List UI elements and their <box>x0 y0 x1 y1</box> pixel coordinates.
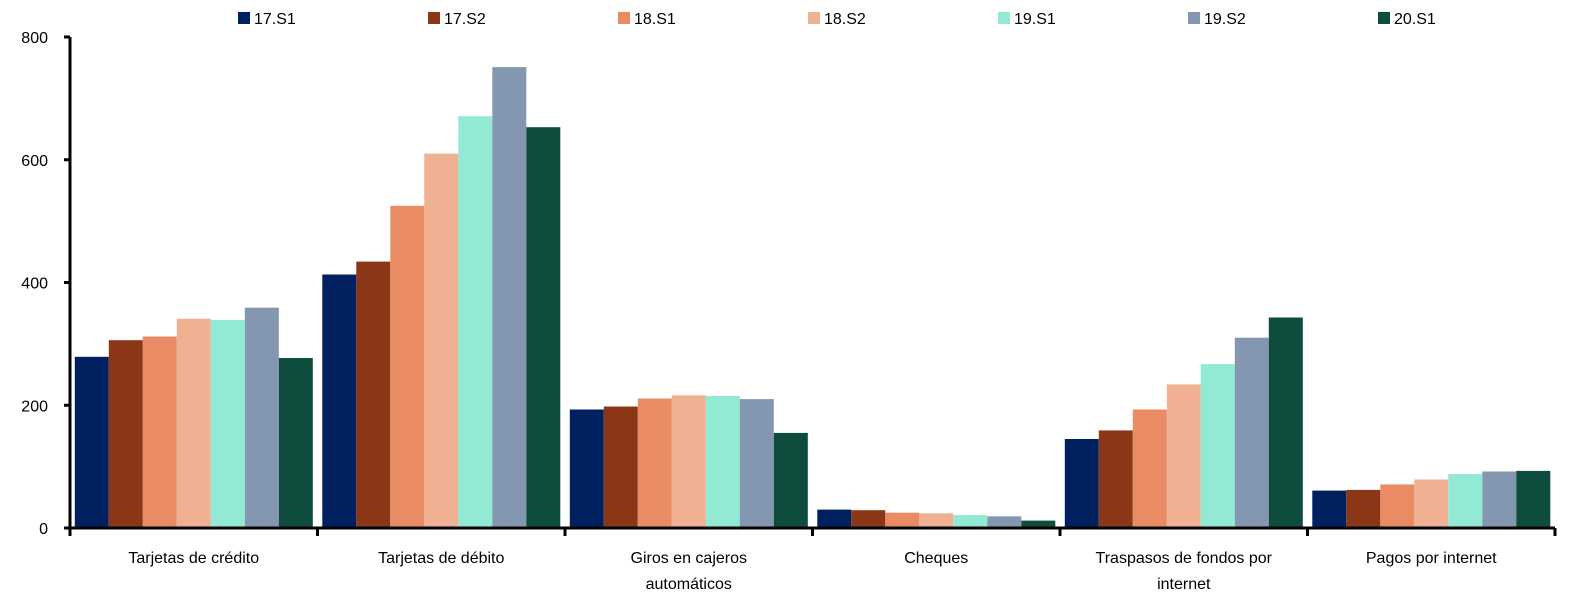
bar-17.S1-cat1 <box>322 274 357 528</box>
x-category-label: Traspasos de fondos por internet <box>1096 550 1273 593</box>
y-tick-label: 600 <box>21 153 48 170</box>
y-tick-label: 800 <box>21 30 48 47</box>
bar-18.S1-cat4 <box>1132 409 1167 528</box>
legend-swatch-18.S2 <box>808 12 820 24</box>
bar-18.S2-cat2 <box>671 395 706 528</box>
bar-19.S1-cat3 <box>953 515 988 528</box>
bar-20.S1-cat4 <box>1268 317 1303 528</box>
legend-swatch-19.S1 <box>998 12 1010 24</box>
bar-17.S1-cat3 <box>817 509 852 528</box>
bar-17.S2-cat4 <box>1098 430 1133 528</box>
labels: 0 200 400 600 800 Tarjetas de crédito Tarjetas… <box>21 30 1497 593</box>
bar-19.S2-cat5 <box>1482 471 1517 528</box>
bar-20.S1-cat5 <box>1516 470 1551 528</box>
bar-19.S2-cat3 <box>987 516 1022 528</box>
y-tick-label: 400 <box>21 276 48 293</box>
y-tick-label: 0 <box>39 521 48 538</box>
x-category-label: Tarjetas de débito <box>378 550 504 567</box>
bar-17.S2-cat1 <box>356 261 391 528</box>
bar-20.S1-cat1 <box>526 127 561 528</box>
bar-18.S1-cat5 <box>1380 484 1415 528</box>
legend-label-20.S1: 20.S1 <box>1394 11 1436 28</box>
bars <box>74 67 1551 529</box>
bar-19.S2-cat0 <box>244 307 279 528</box>
bar-20.S1-cat2 <box>773 432 808 528</box>
bar-18.S2-cat4 <box>1166 384 1201 528</box>
bar-17.S2-cat0 <box>108 340 143 528</box>
bar-18.S1-cat1 <box>390 205 425 529</box>
bar-19.S1-cat5 <box>1448 474 1483 528</box>
legend-swatch-20.S1 <box>1378 12 1390 24</box>
legend-swatch-18.S1 <box>618 12 630 24</box>
bar-19.S2-cat1 <box>492 67 527 528</box>
bar-19.S1-cat2 <box>705 396 740 528</box>
bar-19.S2-cat4 <box>1234 337 1269 528</box>
x-category-label: Pagos por internet <box>1366 550 1497 567</box>
legend-swatch-17.S1 <box>238 12 250 24</box>
bar-18.S2-cat5 <box>1414 479 1449 528</box>
bar-20.S1-cat0 <box>278 358 313 528</box>
x-category-label: Giros en cajeros automáticos <box>631 550 748 593</box>
legend-label-17.S2: 17.S2 <box>444 11 486 28</box>
legend-swatch-17.S2 <box>428 12 440 24</box>
bar-17.S2-cat5 <box>1346 489 1381 528</box>
legend-swatch-19.S2 <box>1188 12 1200 24</box>
bar-18.S2-cat3 <box>919 513 954 528</box>
axes <box>64 35 1557 536</box>
legend-label-19.S2: 19.S2 <box>1204 11 1246 28</box>
bar-18.S2-cat0 <box>176 318 211 528</box>
bar-17.S1-cat2 <box>569 409 604 528</box>
bar-19.S1-cat4 <box>1200 364 1235 528</box>
x-category-label: Cheques <box>904 550 968 567</box>
bar-17.S2-cat3 <box>851 510 886 528</box>
bar-17.S2-cat2 <box>603 406 638 528</box>
bar-17.S1-cat5 <box>1312 490 1347 528</box>
bar-17.S1-cat0 <box>74 356 109 528</box>
legend-label-17.S1: 17.S1 <box>254 11 296 28</box>
legend-label-19.S1: 19.S1 <box>1014 11 1056 28</box>
bar-20.S1-cat3 <box>1021 520 1056 528</box>
legend-label-18.S1: 18.S1 <box>634 11 676 28</box>
x-category-label: Tarjetas de crédito <box>128 550 259 567</box>
legend-label-18.S2: 18.S2 <box>824 11 866 28</box>
bar-17.S1-cat4 <box>1064 439 1099 528</box>
bar-18.S2-cat1 <box>424 153 459 528</box>
bar-19.S1-cat1 <box>458 116 493 528</box>
bar-19.S2-cat2 <box>739 399 774 528</box>
bar-18.S1-cat2 <box>637 398 672 528</box>
bar-18.S1-cat3 <box>885 512 920 528</box>
bar-18.S1-cat0 <box>142 336 177 528</box>
y-tick-label: 200 <box>21 398 48 415</box>
bar-19.S1-cat0 <box>210 319 245 528</box>
legend: 17.S1 17.S2 18.S1 18.S2 19.S1 19.S2 20.S1 <box>238 11 1436 28</box>
